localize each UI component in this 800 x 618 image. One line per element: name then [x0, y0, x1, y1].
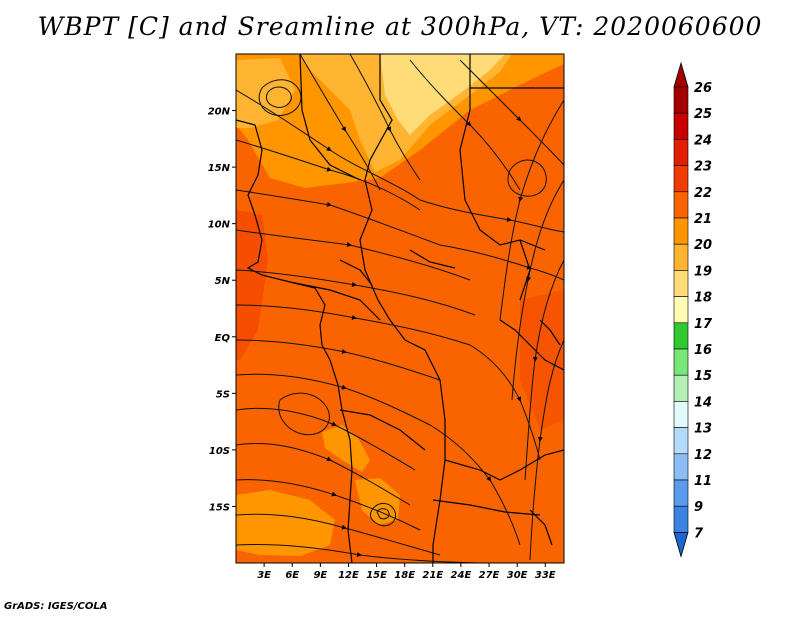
latitude-axis: 20N 15N 10N 5N EQ 5S 10S 15S — [208, 107, 236, 513]
lat-tick-label: EQ — [215, 333, 231, 344]
lon-tick-label: 3E — [257, 570, 271, 581]
map-frame — [235, 53, 565, 564]
colorbar-label: 12 — [694, 448, 712, 463]
colorbar-swatch — [673, 112, 689, 140]
lon-tick-label: 30E — [507, 570, 528, 581]
colorbar-swatch — [673, 139, 689, 166]
wbpt-fill-south-21a — [236, 490, 335, 556]
colorbar-label: 24 — [694, 133, 712, 148]
lon-tick-label: 27E — [479, 570, 500, 581]
colorbar-label: 15 — [694, 369, 712, 384]
colorbar-label: 14 — [694, 395, 712, 410]
lat-tick-label: 15S — [209, 502, 230, 513]
lat-tick-label: 5N — [215, 276, 231, 287]
colorbar-swatch — [673, 217, 689, 245]
colorbar-label: 7 — [694, 526, 704, 541]
lon-tick-label: 9E — [313, 570, 327, 581]
chart-title: WBPT [C] and Sreamline at 300hPa, VT: 20… — [37, 12, 763, 41]
lon-tick-label: 33E — [535, 570, 556, 581]
colorbar-swatch — [673, 453, 689, 481]
wbpt-fill-northwest-20 — [236, 58, 295, 128]
longitude-axis: 3E 6E 9E 12E 15E 18E 21E 24E 27E 30E 33E — [257, 563, 556, 581]
colorbar-label: 16 — [694, 343, 712, 358]
lat-tick-label: 5S — [216, 389, 230, 400]
colorbar-swatch — [673, 427, 689, 455]
lon-tick-label: 12E — [338, 570, 359, 581]
colorbar-swatch — [673, 374, 689, 402]
colorbar-label: 23 — [694, 160, 712, 175]
wbpt-fill-south-21b — [322, 425, 370, 472]
colorbar-label: 25 — [694, 107, 712, 122]
lon-tick-label: 6E — [285, 570, 299, 581]
colorbar-top-arrow — [673, 61, 689, 88]
colorbar-swatch — [673, 479, 689, 507]
colorbar-swatch — [673, 270, 689, 297]
lat-tick-label: 15N — [208, 163, 231, 174]
colorbar-swatch — [673, 165, 689, 193]
colorbar-label: 22 — [694, 186, 712, 201]
lat-tick-label: 20N — [208, 107, 231, 118]
colorbar: 26 25 24 23 22 21 20 19 18 17 16 15 14 13 12 11 9 7 — [673, 61, 713, 558]
colorbar-label: 19 — [694, 264, 712, 279]
lon-tick-label: 24E — [451, 570, 472, 581]
colorbar-label: 13 — [694, 422, 712, 437]
colorbar-label: 9 — [694, 500, 703, 515]
streamlines — [236, 54, 564, 563]
colorbar-swatch — [673, 296, 689, 324]
country-borders — [236, 54, 564, 563]
colorbar-swatch — [673, 348, 689, 376]
colorbar-swatch — [673, 86, 689, 114]
colorbar-swatch — [673, 505, 689, 533]
colorbar-bottom-arrow — [673, 532, 689, 558]
colorbar-swatch — [673, 191, 689, 219]
colorbar-label: 11 — [694, 474, 712, 489]
colorbar-label: 18 — [694, 291, 712, 306]
lon-tick-label: 18E — [394, 570, 415, 581]
lat-tick-label: 10S — [209, 446, 230, 457]
colorbar-label: 21 — [694, 212, 712, 227]
lon-tick-label: 21E — [422, 570, 443, 581]
colorbar-label: 17 — [694, 317, 713, 332]
credit-text: GrADS: IGES/COLA — [4, 601, 108, 612]
lat-tick-label: 10N — [208, 220, 231, 231]
wbpt-fill-west-23 — [236, 210, 268, 360]
colorbar-swatch — [673, 322, 689, 350]
colorbar-swatch — [673, 401, 689, 428]
wbpt-shading — [236, 54, 564, 563]
colorbar-label: 26 — [694, 81, 712, 96]
colorbar-label: 20 — [694, 238, 712, 253]
lon-tick-label: 15E — [366, 570, 387, 581]
colorbar-swatch — [673, 243, 689, 271]
